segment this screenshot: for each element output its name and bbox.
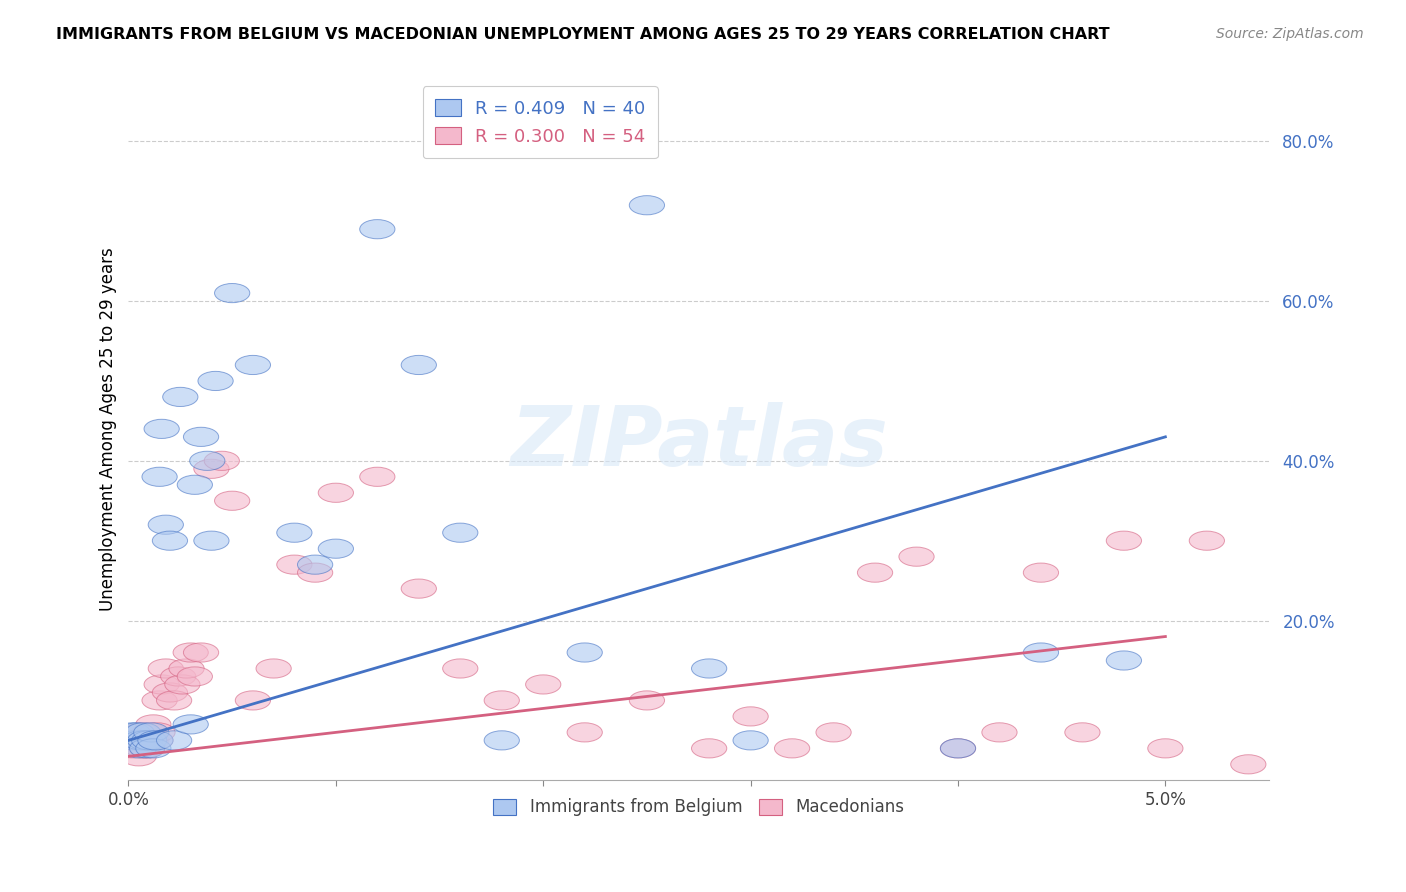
Ellipse shape xyxy=(156,690,191,710)
Ellipse shape xyxy=(136,714,172,734)
Ellipse shape xyxy=(401,579,436,599)
Ellipse shape xyxy=(143,675,180,694)
Ellipse shape xyxy=(898,547,934,566)
Ellipse shape xyxy=(198,371,233,391)
Ellipse shape xyxy=(1189,531,1225,550)
Ellipse shape xyxy=(125,739,160,758)
Ellipse shape xyxy=(129,739,165,758)
Ellipse shape xyxy=(484,731,519,750)
Ellipse shape xyxy=(152,683,187,702)
Ellipse shape xyxy=(121,747,156,766)
Ellipse shape xyxy=(1064,723,1099,742)
Ellipse shape xyxy=(125,723,160,742)
Ellipse shape xyxy=(152,531,187,550)
Ellipse shape xyxy=(134,731,169,750)
Ellipse shape xyxy=(128,731,163,750)
Text: IMMIGRANTS FROM BELGIUM VS MACEDONIAN UNEMPLOYMENT AMONG AGES 25 TO 29 YEARS COR: IMMIGRANTS FROM BELGIUM VS MACEDONIAN UN… xyxy=(56,27,1109,42)
Legend: Immigrants from Belgium, Macedonians: Immigrants from Belgium, Macedonians xyxy=(485,790,912,825)
Ellipse shape xyxy=(277,523,312,542)
Ellipse shape xyxy=(142,467,177,486)
Ellipse shape xyxy=(204,451,239,470)
Ellipse shape xyxy=(124,723,159,742)
Ellipse shape xyxy=(484,690,519,710)
Ellipse shape xyxy=(215,284,250,302)
Ellipse shape xyxy=(1107,651,1142,670)
Ellipse shape xyxy=(117,739,152,758)
Ellipse shape xyxy=(169,659,204,678)
Ellipse shape xyxy=(733,731,768,750)
Ellipse shape xyxy=(163,387,198,407)
Ellipse shape xyxy=(120,731,155,750)
Ellipse shape xyxy=(194,531,229,550)
Ellipse shape xyxy=(183,427,219,446)
Ellipse shape xyxy=(112,739,148,758)
Ellipse shape xyxy=(941,739,976,758)
Ellipse shape xyxy=(401,355,436,375)
Ellipse shape xyxy=(183,643,219,662)
Ellipse shape xyxy=(526,675,561,694)
Ellipse shape xyxy=(235,690,270,710)
Ellipse shape xyxy=(360,219,395,239)
Y-axis label: Unemployment Among Ages 25 to 29 years: Unemployment Among Ages 25 to 29 years xyxy=(100,247,117,611)
Ellipse shape xyxy=(1107,531,1142,550)
Ellipse shape xyxy=(235,355,270,375)
Ellipse shape xyxy=(138,731,173,750)
Ellipse shape xyxy=(692,659,727,678)
Ellipse shape xyxy=(298,563,333,582)
Ellipse shape xyxy=(318,539,353,558)
Ellipse shape xyxy=(215,491,250,510)
Ellipse shape xyxy=(115,731,150,750)
Ellipse shape xyxy=(156,731,191,750)
Ellipse shape xyxy=(120,723,155,742)
Ellipse shape xyxy=(177,475,212,494)
Ellipse shape xyxy=(129,739,165,758)
Ellipse shape xyxy=(256,659,291,678)
Ellipse shape xyxy=(981,723,1017,742)
Ellipse shape xyxy=(733,706,768,726)
Ellipse shape xyxy=(134,723,169,742)
Ellipse shape xyxy=(443,523,478,542)
Ellipse shape xyxy=(173,714,208,734)
Ellipse shape xyxy=(160,667,195,686)
Text: ZIPatlas: ZIPatlas xyxy=(510,402,887,483)
Ellipse shape xyxy=(1147,739,1182,758)
Ellipse shape xyxy=(775,739,810,758)
Ellipse shape xyxy=(148,516,183,534)
Ellipse shape xyxy=(1024,643,1059,662)
Ellipse shape xyxy=(190,451,225,470)
Ellipse shape xyxy=(360,467,395,486)
Ellipse shape xyxy=(941,739,976,758)
Ellipse shape xyxy=(121,739,156,758)
Ellipse shape xyxy=(443,659,478,678)
Ellipse shape xyxy=(165,675,200,694)
Ellipse shape xyxy=(115,723,150,742)
Ellipse shape xyxy=(1230,755,1265,774)
Ellipse shape xyxy=(630,690,665,710)
Ellipse shape xyxy=(277,555,312,574)
Ellipse shape xyxy=(143,419,180,439)
Ellipse shape xyxy=(815,723,851,742)
Ellipse shape xyxy=(318,483,353,502)
Ellipse shape xyxy=(117,731,152,750)
Ellipse shape xyxy=(1024,563,1059,582)
Text: Source: ZipAtlas.com: Source: ZipAtlas.com xyxy=(1216,27,1364,41)
Ellipse shape xyxy=(132,731,167,750)
Ellipse shape xyxy=(124,731,159,750)
Ellipse shape xyxy=(136,739,172,758)
Ellipse shape xyxy=(132,723,167,742)
Ellipse shape xyxy=(139,723,176,742)
Ellipse shape xyxy=(630,195,665,215)
Ellipse shape xyxy=(298,555,333,574)
Ellipse shape xyxy=(692,739,727,758)
Ellipse shape xyxy=(567,643,602,662)
Ellipse shape xyxy=(567,723,602,742)
Ellipse shape xyxy=(138,731,173,750)
Ellipse shape xyxy=(173,643,208,662)
Ellipse shape xyxy=(194,459,229,478)
Ellipse shape xyxy=(858,563,893,582)
Ellipse shape xyxy=(142,690,177,710)
Ellipse shape xyxy=(148,659,183,678)
Ellipse shape xyxy=(128,731,163,750)
Ellipse shape xyxy=(177,667,212,686)
